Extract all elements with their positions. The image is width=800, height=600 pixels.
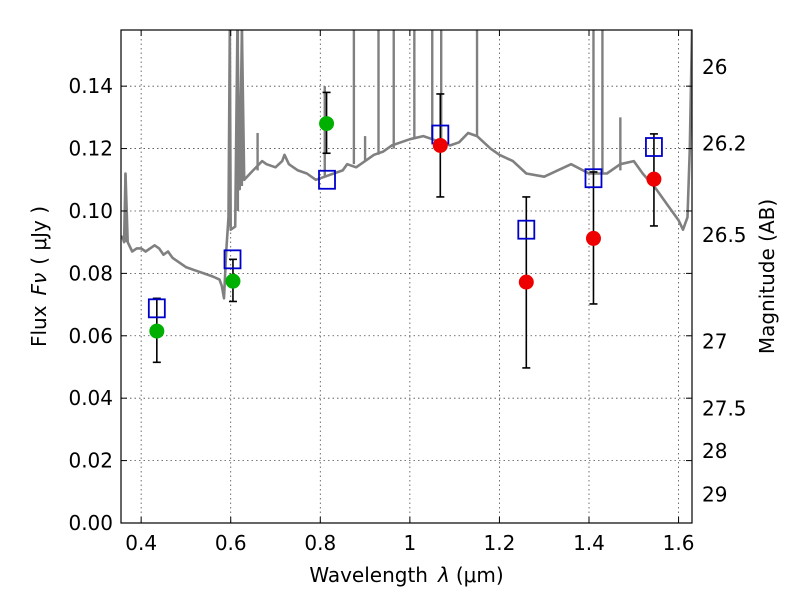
model-square-marker [645, 137, 663, 157]
y-tick-label: 0.02 [68, 449, 113, 473]
right-tick-label: 29 [702, 482, 727, 506]
green-point [149, 323, 165, 339]
x-tick-label: 0.4 [125, 531, 157, 555]
y-tick-label: 0.10 [68, 199, 113, 223]
right-tick-label: 27 [702, 329, 727, 353]
y-tick-label: 0.14 [68, 74, 113, 98]
plot-area [121, 30, 692, 523]
right-tick-label: 27.5 [702, 396, 747, 420]
x-tick-label: 1.2 [484, 531, 516, 555]
x-tick-label: 0.6 [215, 531, 247, 555]
plot-content [121, 30, 692, 369]
red-point [585, 230, 601, 246]
x-axis-label: Wavelength λ (μm) [309, 563, 503, 587]
plot-border [120, 29, 693, 524]
x-tick-label: 1.4 [573, 531, 605, 555]
x-axis-ticks: 0.4 0.6 0.8 1 1.2 1.4 1.6 [125, 30, 694, 555]
red-point [518, 274, 534, 290]
right-tick-label: 28 [702, 439, 727, 463]
y-axis-ticks: 0.00 0.02 0.04 0.06 0.08 0.10 0.12 0.14 [68, 74, 692, 535]
right-axis-ticks: 26 26.2 26.5 27 27.5 28 29 [702, 55, 747, 506]
right-axis-label: Magnitude (AB) [755, 199, 779, 354]
model-square-marker [318, 169, 336, 190]
y-tick-label: 0.08 [68, 261, 113, 285]
right-tick-label: 26.2 [702, 132, 747, 156]
right-tick-label: 26 [702, 55, 727, 79]
right-tick-label: 26.5 [702, 223, 747, 247]
y-tick-label: 0.00 [68, 511, 113, 535]
red-point [432, 137, 448, 153]
model-square-marker [223, 249, 242, 270]
x-tick-label: 1.6 [663, 531, 695, 555]
green-point [319, 116, 335, 132]
red-point [646, 171, 662, 187]
grid [121, 30, 692, 524]
model-square-marker [584, 168, 603, 189]
x-tick-label: 0.8 [304, 531, 336, 555]
spectrum-line [121, 30, 692, 300]
green-point [225, 273, 241, 289]
y-tick-label: 0.04 [68, 386, 113, 410]
y-tick-label: 0.06 [68, 324, 113, 348]
model-square-marker [147, 298, 166, 319]
model-square-marker [517, 219, 536, 240]
y-axis-label: FluxFν( μJy ) [27, 206, 51, 347]
x-tick-label: 1 [403, 531, 416, 555]
y-tick-label: 0.12 [68, 137, 113, 161]
